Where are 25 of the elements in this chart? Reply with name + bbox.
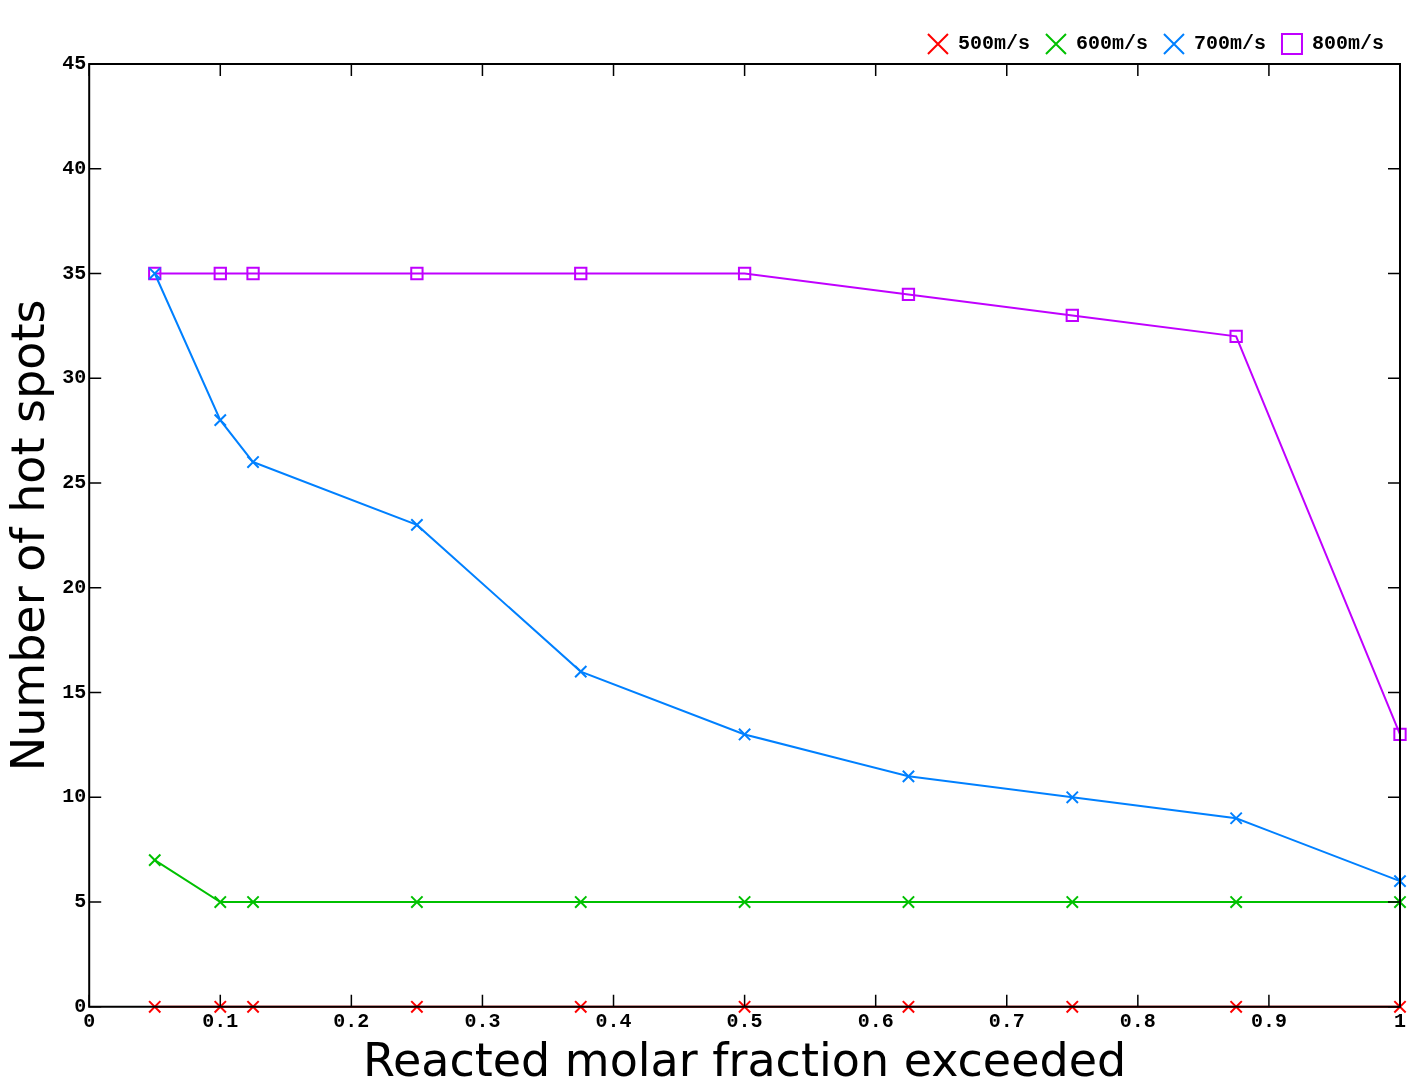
y-tick-label: 40: [62, 156, 87, 180]
legend-label: 500m/s: [957, 32, 1030, 56]
y-tick-label: 35: [62, 261, 87, 285]
legend-label: 600m/s: [1075, 32, 1148, 56]
x-tick-label: 0.1: [202, 1009, 239, 1033]
y-axis-title: Number of hot spots: [0, 299, 55, 772]
x-tick-label: 0.7: [988, 1009, 1025, 1033]
y-tick-label: 25: [62, 471, 87, 495]
x-tick-label: 0.3: [464, 1009, 501, 1033]
y-tick-label: 5: [74, 890, 87, 914]
x-tick-label: 0.5: [726, 1009, 763, 1033]
y-tick-label: 15: [62, 680, 87, 704]
y-tick-label: 10: [62, 785, 87, 809]
y-tick-label: 30: [62, 366, 87, 390]
y-tick-label: 45: [62, 52, 87, 76]
x-tick-label: 0.2: [333, 1009, 370, 1033]
x-tick-label: 1: [1393, 1009, 1407, 1033]
x-tick-label: 0.8: [1119, 1009, 1156, 1033]
x-tick-label: 0.9: [1250, 1009, 1287, 1033]
x-tick-label: 0.4: [595, 1009, 632, 1033]
x-tick-label: 0.6: [857, 1009, 894, 1033]
x-axis-title: Reacted molar fraction exceeded: [363, 1033, 1127, 1088]
legend-label: 700m/s: [1193, 32, 1266, 56]
y-tick-label: 20: [62, 575, 87, 599]
legend-label: 800m/s: [1311, 32, 1384, 56]
